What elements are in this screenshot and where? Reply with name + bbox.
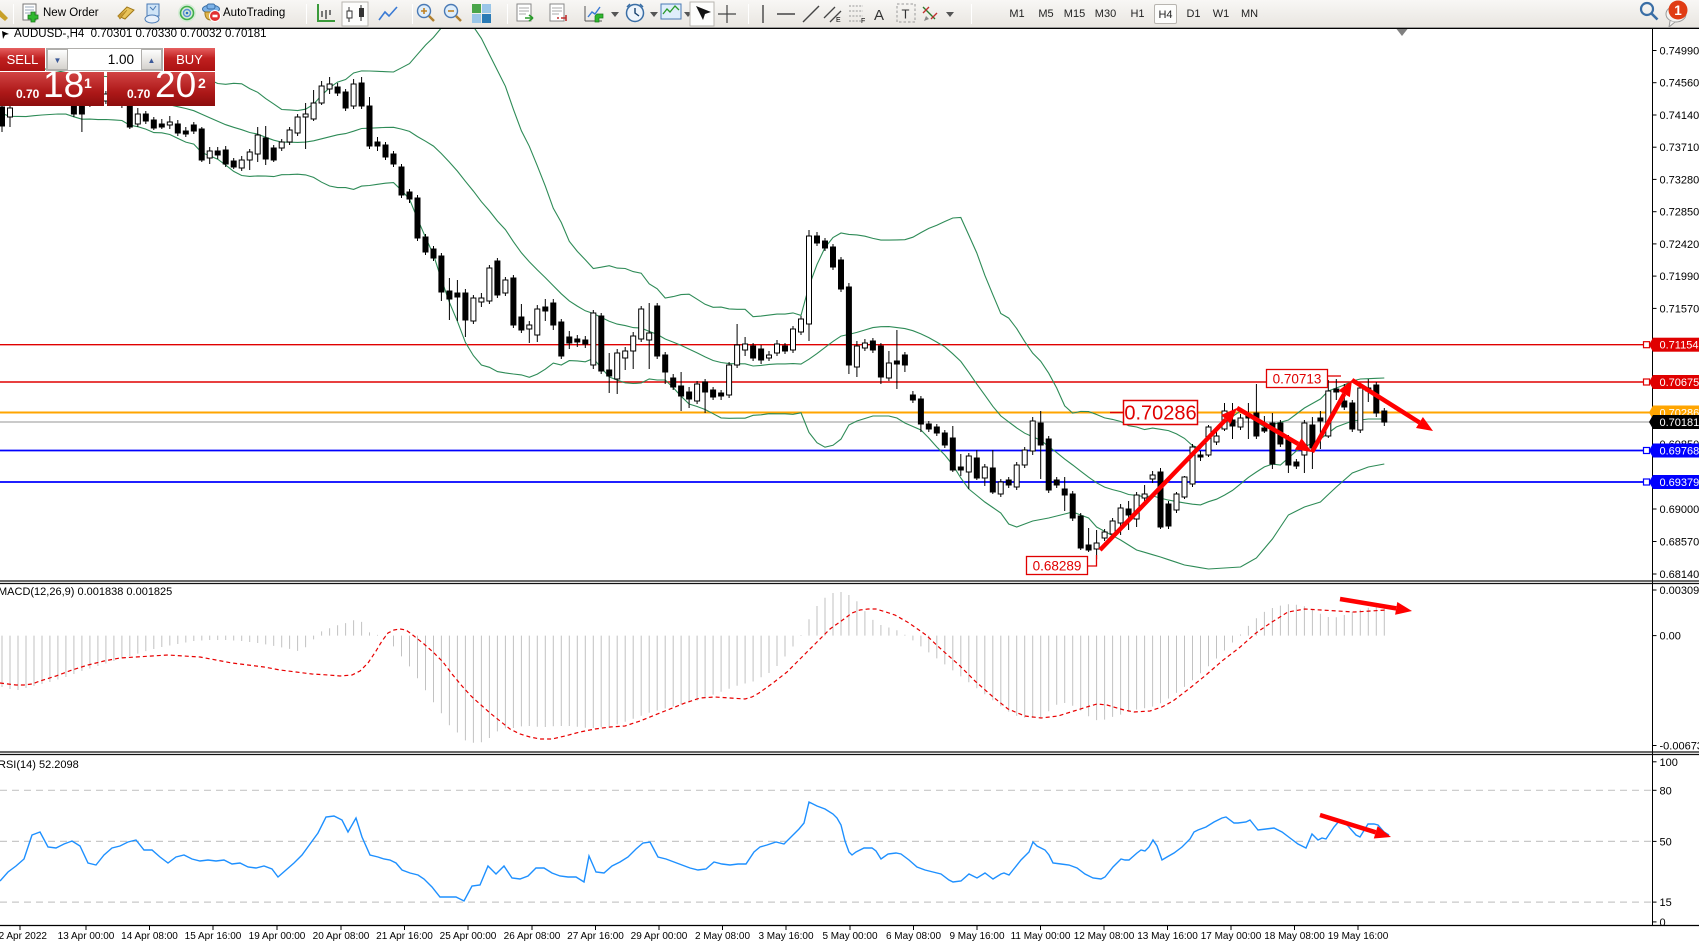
svg-text:3 May 16:00: 3 May 16:00 — [758, 931, 813, 942]
svg-text:F: F — [861, 18, 865, 25]
svg-text:0.70181: 0.70181 — [1660, 417, 1699, 429]
svg-text:A: A — [874, 7, 884, 24]
svg-text:29 Apr 00:00: 29 Apr 00:00 — [631, 931, 688, 942]
svg-text:11 May 00:00: 11 May 00:00 — [1011, 931, 1071, 942]
svg-text:20 Apr 08:00: 20 Apr 08:00 — [313, 931, 370, 942]
svg-text:19 Apr 00:00: 19 Apr 00:00 — [249, 931, 306, 942]
svg-text:15 Apr 16:00: 15 Apr 16:00 — [185, 931, 242, 942]
svg-text:0.74990: 0.74990 — [1660, 46, 1699, 58]
svg-text:0.70675: 0.70675 — [1660, 377, 1699, 389]
svg-text:100: 100 — [1660, 757, 1678, 769]
svg-text:0.68570: 0.68570 — [1660, 537, 1699, 549]
svg-text:0.69768: 0.69768 — [1660, 446, 1699, 458]
svg-text:2 May 08:00: 2 May 08:00 — [695, 931, 750, 942]
svg-text:0.71154: 0.71154 — [1660, 340, 1699, 352]
svg-text:0.71990: 0.71990 — [1660, 271, 1699, 283]
svg-text:12 May 08:00: 12 May 08:00 — [1074, 931, 1135, 942]
svg-text:50: 50 — [1660, 836, 1672, 848]
svg-text:AUDUSD-,H4 0.70301 0.70330 0.: AUDUSD-,H4 0.70301 0.70330 0.70032 0.701… — [14, 28, 267, 40]
svg-text:0: 0 — [1660, 917, 1666, 929]
svg-text:0.72420: 0.72420 — [1660, 239, 1699, 251]
svg-text:0.70286: 0.70286 — [1124, 403, 1196, 425]
svg-text:80: 80 — [1660, 785, 1672, 797]
svg-text:0.74560: 0.74560 — [1660, 78, 1699, 90]
svg-text:27 Apr 16:00: 27 Apr 16:00 — [567, 931, 624, 942]
svg-text:0.73280: 0.73280 — [1660, 174, 1699, 186]
svg-text:0.68289: 0.68289 — [1033, 559, 1082, 574]
svg-text:21 Apr 16:00: 21 Apr 16:00 — [376, 931, 433, 942]
svg-text:0.73710: 0.73710 — [1660, 142, 1699, 154]
svg-text:0.72850: 0.72850 — [1660, 207, 1699, 219]
svg-text:0.00: 0.00 — [1660, 631, 1681, 643]
svg-text:0.71570: 0.71570 — [1660, 303, 1699, 315]
svg-text:18 May 08:00: 18 May 08:00 — [1264, 931, 1325, 942]
svg-text:14 Apr 08:00: 14 Apr 08:00 — [121, 931, 178, 942]
svg-text:6 May 08:00: 6 May 08:00 — [886, 931, 941, 942]
svg-text:19 May 16:00: 19 May 16:00 — [1328, 931, 1389, 942]
svg-text:0.74140: 0.74140 — [1660, 110, 1699, 122]
svg-text:0.68140: 0.68140 — [1660, 569, 1699, 581]
svg-text:17 May 00:00: 17 May 00:00 — [1201, 931, 1262, 942]
svg-text:E: E — [836, 17, 841, 24]
svg-text:0.69000: 0.69000 — [1660, 504, 1699, 516]
svg-text:9 May 16:00: 9 May 16:00 — [949, 931, 1004, 942]
svg-text:13 Apr 00:00: 13 Apr 00:00 — [58, 931, 115, 942]
svg-text:15: 15 — [1660, 897, 1672, 909]
svg-text:13 May 16:00: 13 May 16:00 — [1137, 931, 1198, 942]
svg-text:0.70713: 0.70713 — [1273, 372, 1322, 387]
svg-text:0.003095: 0.003095 — [1660, 585, 1699, 597]
svg-text:-0.006731: -0.006731 — [1660, 741, 1699, 753]
svg-text:12 Apr 2022: 12 Apr 2022 — [0, 931, 47, 942]
svg-text:MACD(12,26,9) 0.001838 0.00182: MACD(12,26,9) 0.001838 0.001825 — [0, 586, 172, 598]
svg-text:1: 1 — [1674, 3, 1682, 18]
svg-text:T: T — [902, 7, 910, 22]
svg-text:RSI(14) 52.2098: RSI(14) 52.2098 — [0, 759, 79, 771]
svg-text:26 Apr 08:00: 26 Apr 08:00 — [504, 931, 561, 942]
svg-text:0.69379: 0.69379 — [1660, 477, 1699, 489]
svg-text:5 May 00:00: 5 May 00:00 — [822, 931, 877, 942]
svg-text:25 Apr 00:00: 25 Apr 00:00 — [440, 931, 497, 942]
